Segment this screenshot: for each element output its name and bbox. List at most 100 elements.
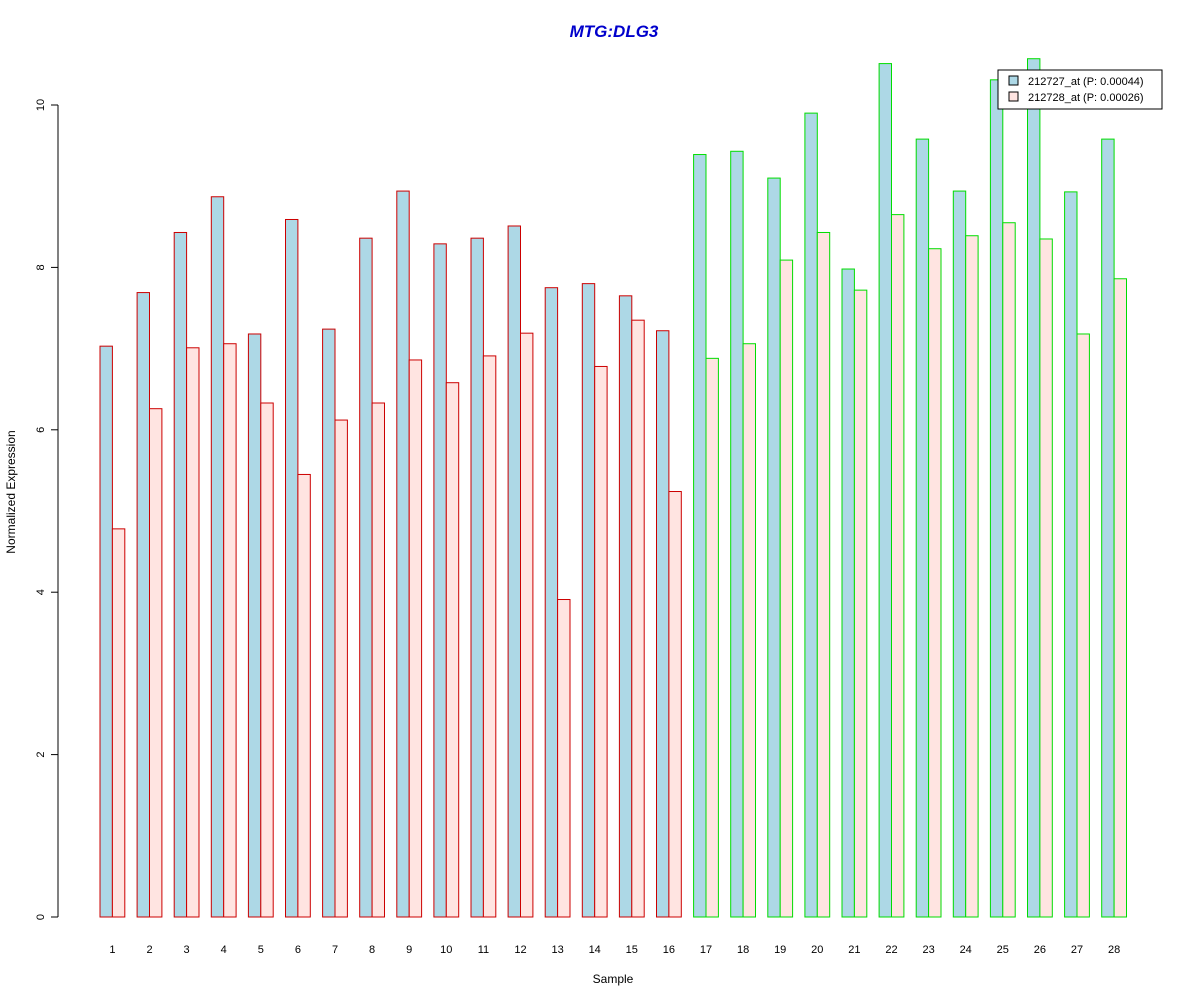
bar-series-2-sample-2 xyxy=(149,408,163,918)
bar-series-2-sample-18 xyxy=(742,343,756,918)
bar-series-2-sample-13 xyxy=(557,599,571,918)
y-tick-label: 6 xyxy=(35,427,47,433)
x-tick-label: 10 xyxy=(440,944,452,956)
x-tick-label: 13 xyxy=(551,944,563,956)
y-tick-label: 4 xyxy=(35,589,47,595)
bar-series-1-sample-14 xyxy=(581,283,596,918)
bar-series-2-sample-16 xyxy=(668,491,682,918)
bar-series-1-sample-13 xyxy=(544,287,559,918)
bar-series-2-sample-22 xyxy=(891,214,905,918)
x-tick-label: 3 xyxy=(184,944,190,956)
legend-label-series-1: 212727_at (P: 0.00044) xyxy=(1028,76,1144,88)
bar-series-1-sample-24 xyxy=(952,190,967,918)
bar-series-2-sample-10 xyxy=(445,382,460,918)
x-tick-label: 28 xyxy=(1108,944,1120,956)
x-tick-label: 19 xyxy=(774,944,786,956)
bar-series-1-sample-19 xyxy=(767,177,781,918)
bar-series-1-sample-26 xyxy=(1027,58,1041,918)
legend-swatch-series-1 xyxy=(1008,75,1019,86)
x-tick-label: 20 xyxy=(811,944,823,956)
bar-series-2-sample-19 xyxy=(779,259,794,918)
x-tick-label: 15 xyxy=(626,944,638,956)
x-tick-label: 17 xyxy=(700,944,712,956)
bar-series-2-sample-4 xyxy=(223,343,237,918)
bar-series-2-sample-3 xyxy=(186,347,200,918)
bar-series-2-sample-17 xyxy=(705,357,719,918)
bar-series-2-sample-26 xyxy=(1039,238,1053,918)
bar-series-1-sample-18 xyxy=(730,150,744,918)
bar-series-2-sample-20 xyxy=(816,231,831,918)
bar-series-2-sample-15 xyxy=(631,319,645,918)
bar-series-1-sample-21 xyxy=(841,268,855,918)
y-axis-label: Normalized Expression xyxy=(4,430,18,553)
bar-series-2-sample-7 xyxy=(334,419,348,918)
bar-series-1-sample-10 xyxy=(433,243,447,918)
x-tick-label: 16 xyxy=(663,944,675,956)
bar-series-1-sample-27 xyxy=(1064,191,1078,918)
bar-series-1-sample-17 xyxy=(693,154,707,918)
x-tick-label: 4 xyxy=(221,944,227,956)
bar-series-1-sample-1 xyxy=(99,345,113,918)
y-tick-label: 2 xyxy=(35,752,47,758)
bar-series-1-sample-23 xyxy=(915,138,930,918)
x-tick-label: 14 xyxy=(589,944,601,956)
x-tick-label: 24 xyxy=(960,944,972,956)
x-tick-label: 26 xyxy=(1034,944,1046,956)
bar-series-2-sample-28 xyxy=(1113,278,1127,918)
bar-series-1-sample-5 xyxy=(247,333,262,918)
x-tick-label: 11 xyxy=(478,944,489,956)
x-tick-label: 9 xyxy=(406,944,412,956)
y-tick-label: 0 xyxy=(35,914,47,920)
x-tick-label: 23 xyxy=(922,944,934,956)
x-tick-label: 27 xyxy=(1071,944,1083,956)
x-tick-label: 7 xyxy=(332,944,338,956)
bar-series-1-sample-11 xyxy=(470,237,484,918)
bar-series-1-sample-20 xyxy=(804,112,818,918)
x-tick-label: 8 xyxy=(369,944,375,956)
bar-series-2-sample-25 xyxy=(1002,222,1016,918)
bar-series-2-sample-23 xyxy=(928,248,942,918)
bar-series-1-sample-28 xyxy=(1101,138,1115,918)
chart-title: MTG:DLG3 xyxy=(570,22,659,41)
bar-series-2-sample-8 xyxy=(371,402,386,918)
x-tick-label: 12 xyxy=(514,944,526,956)
bar-series-1-sample-15 xyxy=(618,295,633,918)
x-tick-label: 25 xyxy=(997,944,1009,956)
x-tick-label: 6 xyxy=(295,944,301,956)
legend: 212727_at (P: 0.00044) 212728_at (P: 0.0… xyxy=(997,69,1163,110)
bar-series-2-sample-1 xyxy=(111,528,126,918)
x-tick-label: 5 xyxy=(258,944,264,956)
x-axis-label: Sample xyxy=(593,972,634,986)
bar-series-1-sample-9 xyxy=(396,190,410,918)
bar-series-1-sample-2 xyxy=(136,292,151,918)
bar-series-1-sample-4 xyxy=(210,196,225,918)
bar-series-1-sample-12 xyxy=(507,225,522,918)
x-tick-label: 21 xyxy=(848,944,860,956)
x-tick-label: 22 xyxy=(885,944,897,956)
legend-swatch-series-2 xyxy=(1008,91,1019,102)
bar-series-1-sample-7 xyxy=(322,328,336,918)
bar-series-1-sample-3 xyxy=(173,231,188,918)
bar-series-2-sample-9 xyxy=(408,359,423,918)
bars-group xyxy=(99,58,1127,918)
bar-series-1-sample-8 xyxy=(359,237,373,918)
y-tick-label: 8 xyxy=(35,264,47,270)
legend-box xyxy=(997,69,1163,110)
bar-series-1-sample-6 xyxy=(285,218,299,918)
x-tick-label: 2 xyxy=(146,944,152,956)
x-tick-labels: 1 2 3 4 5 6 7 8 9 10 11 12 13 14 15 16 17 18 19 20 21 22 23 24 2… xyxy=(109,944,1120,956)
bar-series-1-sample-16 xyxy=(656,330,670,918)
x-tick-label: 1 xyxy=(109,944,115,956)
y-axis: 0 2 4 6 8 10 xyxy=(35,99,59,920)
bar-series-2-sample-5 xyxy=(260,402,274,918)
bar-series-1-sample-25 xyxy=(989,79,1004,918)
bar-series-2-sample-14 xyxy=(594,365,608,918)
bar-series-2-sample-27 xyxy=(1076,333,1090,918)
bar-series-2-sample-24 xyxy=(965,235,979,918)
bar-series-2-sample-21 xyxy=(853,289,868,918)
bar-series-2-sample-12 xyxy=(520,332,534,918)
y-tick-label: 10 xyxy=(35,99,47,111)
bar-series-2-sample-6 xyxy=(297,473,311,918)
legend-label-series-2: 212728_at (P: 0.00026) xyxy=(1028,92,1144,104)
